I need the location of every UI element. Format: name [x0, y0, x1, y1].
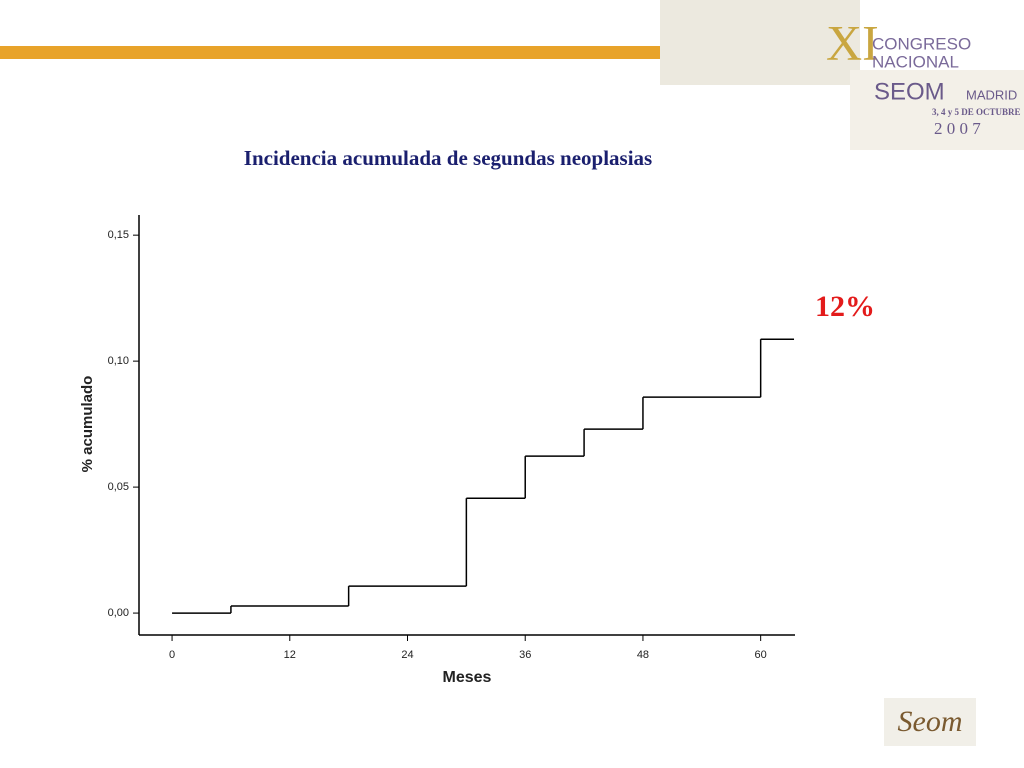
logo-text: NACIONAL [872, 52, 959, 71]
y-tick-label: 0,05 [108, 481, 129, 493]
y-tick-label: 0,00 [108, 607, 129, 619]
y-axis-label: % acumulado [79, 376, 96, 473]
x-tick-label: 24 [401, 649, 413, 661]
y-tick-label: 0,10 [108, 355, 129, 367]
chart-title: Incidencia acumulada de segundas neoplas… [244, 146, 652, 170]
logo-bg [850, 70, 1024, 150]
annotation: 12% [815, 290, 875, 323]
logo-brand: SEOM [874, 78, 945, 105]
footer-logo: Seom [898, 705, 963, 738]
y-tick-label: 0,15 [108, 229, 129, 241]
x-tick-label: 48 [637, 649, 649, 661]
logo-text: MADRID [966, 87, 1017, 102]
logo-text: 3, 4 y 5 DE OCTUBRE [932, 107, 1021, 117]
x-tick-label: 0 [169, 649, 175, 661]
logo-roman: XI [826, 14, 879, 70]
logo-text: CONGRESO [872, 34, 971, 53]
footer-logo-bg [884, 698, 976, 746]
x-axis-label: Meses [443, 669, 492, 686]
header-bar [0, 46, 820, 59]
x-tick-label: 60 [755, 649, 767, 661]
x-tick-label: 36 [519, 649, 531, 661]
logo-text: 2 0 0 7 [934, 119, 981, 138]
x-tick-label: 12 [284, 649, 296, 661]
logo-bg [660, 0, 860, 85]
